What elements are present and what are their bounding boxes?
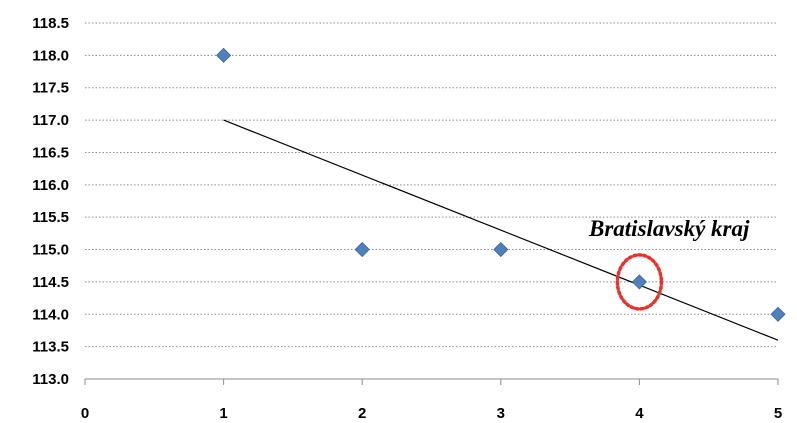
- x-tick-label: 0: [81, 405, 89, 422]
- y-tick-label: 113.5: [32, 339, 69, 356]
- trendline: [223, 119, 779, 341]
- y-tick-label: 117.5: [32, 80, 69, 97]
- annotation-label: Bratislavský kraj: [588, 216, 750, 241]
- x-tick-label: 3: [497, 405, 505, 422]
- data-point: [216, 47, 232, 63]
- y-tick-label: 118.5: [32, 15, 69, 32]
- x-tick-label: 5: [774, 405, 782, 422]
- highlight-circle: [615, 253, 664, 311]
- y-tick-label: 117.0: [32, 112, 69, 129]
- x-tick-label: 2: [358, 405, 366, 422]
- y-tick-label: 113.0: [32, 371, 69, 388]
- y-tick-label: 114.0: [32, 306, 69, 323]
- x-tick-label: 1: [219, 405, 227, 422]
- data-point: [354, 241, 370, 258]
- data-point: [770, 306, 786, 322]
- data-points: [216, 47, 786, 322]
- y-tick-label: 116.0: [32, 177, 69, 194]
- y-tick-label: 115.0: [32, 242, 69, 259]
- y-axis-ticks: 113.0 113.5 114.0 114.5 115.0 115.5 116.0 116.5…: [32, 15, 69, 388]
- y-tick-label: 118.0: [32, 47, 69, 64]
- data-point: [631, 274, 647, 290]
- data-point: [493, 241, 509, 258]
- x-tick-label: 4: [635, 405, 644, 422]
- y-tick-label: 115.5: [32, 209, 69, 226]
- y-tick-label: 116.5: [32, 144, 69, 161]
- x-axis-ticks: 0 1 2 3 4 5: [81, 379, 782, 422]
- y-tick-label: 114.5: [32, 274, 69, 291]
- grid: [85, 22, 778, 348]
